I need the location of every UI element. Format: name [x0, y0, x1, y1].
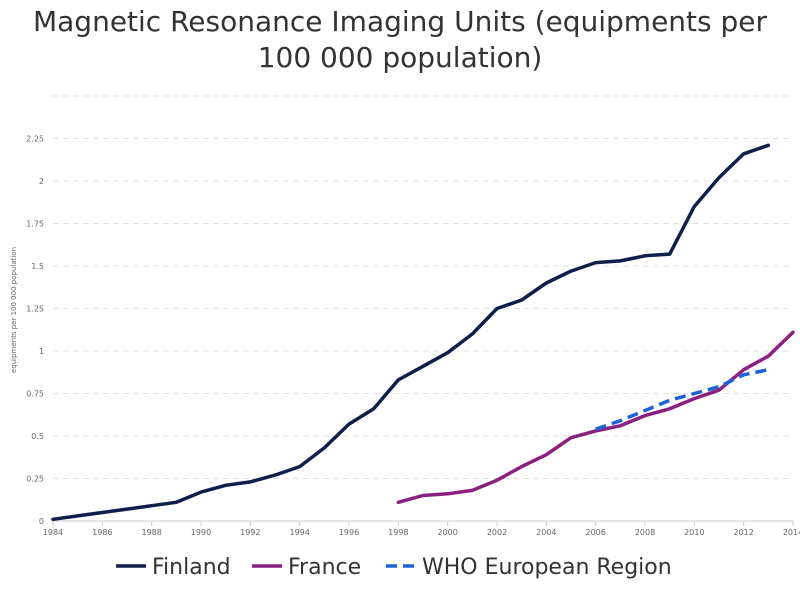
x-tick-label: 2014: [783, 528, 800, 537]
y-tick-label: 2: [39, 177, 44, 186]
y-tick-label: 1.75: [26, 220, 44, 229]
y-axis-label: equipments per 100 000 population: [10, 247, 18, 373]
legend-label: France: [288, 555, 361, 580]
x-tick-label: 2004: [536, 528, 556, 537]
x-tick-label: 2012: [733, 528, 753, 537]
x-tick-label: 2002: [487, 528, 507, 537]
series-lines: [51, 143, 795, 522]
legend[interactable]: Finland France WHO European Region: [116, 555, 672, 580]
chart-title-line-2: 100 000 population): [258, 41, 543, 74]
series-line-finland: [51, 143, 771, 522]
legend-item-who-european-region[interactable]: WHO European Region: [386, 555, 672, 580]
x-tick-label: 2006: [585, 528, 605, 537]
x-tick-label: 1984: [43, 528, 63, 537]
y-tick-label: 0.75: [26, 390, 44, 399]
y-tick-label: 0: [39, 517, 44, 526]
chart-title-line-1: Magnetic Resonance Imaging Units (equipm…: [33, 5, 768, 38]
y-tick-label: 1.25: [26, 305, 44, 314]
x-tick-label: 1988: [141, 528, 161, 537]
y-axis-ticks: 0 0.25 0.5 0.75 1 1.25 1.5 1.75 2 2.25: [26, 135, 44, 527]
legend-label: WHO European Region: [422, 555, 672, 580]
legend-item-france[interactable]: France: [252, 555, 361, 580]
x-tick-label: 1998: [388, 528, 408, 537]
legend-item-finland[interactable]: Finland: [116, 555, 231, 580]
x-tick-label: 1994: [289, 528, 309, 537]
x-tick-label: 2010: [684, 528, 704, 537]
y-tick-label: 1.5: [31, 262, 44, 271]
x-tick-label: 1990: [191, 528, 211, 537]
x-tick-label: 1996: [339, 528, 359, 537]
y-tick-label: 0.5: [31, 432, 44, 441]
x-tick-label: 1992: [240, 528, 260, 537]
series-line-france: [396, 330, 795, 505]
x-tick-label: 2000: [437, 528, 457, 537]
y-tick-label: 1: [39, 347, 44, 356]
series-line-who-european-region: [595, 367, 769, 431]
x-axis-ticks: 1984 1986 1988 1990 1992 1994 1996 1998 2000 2002…: [43, 521, 800, 537]
y-tick-label: 2.25: [26, 135, 44, 144]
y-tick-label: 0.25: [26, 475, 44, 484]
x-tick-label: 2008: [635, 528, 655, 537]
x-tick-label: 1986: [92, 528, 112, 537]
legend-label: Finland: [152, 555, 231, 580]
gridlines: [53, 95, 793, 479]
